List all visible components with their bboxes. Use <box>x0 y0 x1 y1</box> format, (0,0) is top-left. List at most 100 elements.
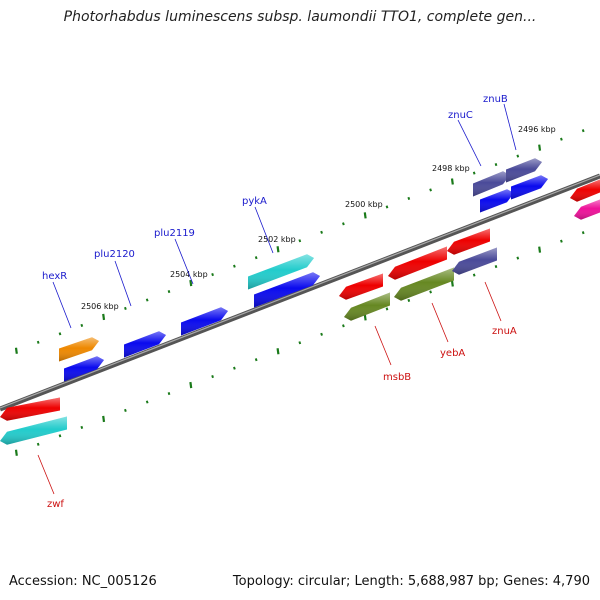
gene-feature-zwf[interactable] <box>0 416 67 445</box>
gene-feature-blue[interactable] <box>480 189 514 213</box>
tick-label-2498: 2498 kbp <box>432 164 470 173</box>
gene-label-plu2119[interactable]: plu2119 <box>154 228 195 239</box>
upper-tick-mark <box>581 129 585 133</box>
gene-feature-pykA[interactable] <box>248 254 314 290</box>
gene-label-znuB[interactable]: znuB <box>483 94 508 105</box>
gene-label-yebA[interactable]: yebA <box>440 348 465 359</box>
upper-tick-track <box>14 129 585 354</box>
gene-feature-red[interactable] <box>388 246 447 280</box>
lower-tick-mark <box>581 231 585 235</box>
gene-feature-blue-shade <box>181 307 228 336</box>
gene-feature-blue-shade <box>511 175 548 200</box>
backbone-line <box>0 173 600 412</box>
lower-tick-mark <box>102 415 106 423</box>
lower-tick-mark <box>254 358 258 362</box>
upper-tick-mark <box>233 264 236 268</box>
leader-line-pykA <box>254 206 274 254</box>
lower-tick-mark <box>560 239 563 243</box>
gene-feature-blue-shade <box>254 272 320 308</box>
gene-feature-pykA-shade <box>248 254 314 290</box>
leader-line-znuC <box>457 119 482 167</box>
lower-tick-mark <box>320 332 323 336</box>
tick-label-2500: 2500 kbp <box>345 200 383 209</box>
lower-tick-mark <box>516 256 520 260</box>
upper-tick-mark <box>254 256 258 260</box>
upper-tick-mark <box>298 239 302 243</box>
leader-line-hexR <box>52 281 72 329</box>
lower-tick-mark <box>124 408 127 413</box>
lower-tick-mark <box>58 434 62 438</box>
gene-feature-blue-shade <box>124 331 166 358</box>
gene-feature-red-shade <box>0 397 60 421</box>
upper-tick-mark <box>58 332 62 336</box>
gene-feature-yebA-shade <box>394 267 454 301</box>
lower-tick-track <box>14 231 585 456</box>
lower-tick-mark <box>450 280 454 287</box>
gene-feature-msbB[interactable] <box>344 292 390 321</box>
upper-tick-mark <box>145 298 149 302</box>
gene-feature-red[interactable] <box>0 397 60 421</box>
lower-tick-mark <box>538 246 542 253</box>
leader-line-zwf <box>37 454 55 495</box>
gene-features[interactable] <box>0 158 600 445</box>
gene-feature-hexR[interactable] <box>59 337 99 362</box>
gene-feature-blue[interactable] <box>124 331 166 358</box>
leader-line-plu2119 <box>174 238 194 285</box>
gene-feature-yebA[interactable] <box>394 267 454 301</box>
gene-feature-magenta[interactable] <box>574 199 600 220</box>
gene-feature-red-shade <box>447 228 490 255</box>
gene-label-zwf[interactable]: zwf <box>47 499 64 510</box>
gene-feature-blue[interactable] <box>511 175 548 200</box>
gene-feature-blue[interactable] <box>181 307 228 336</box>
lower-tick-mark <box>342 324 345 328</box>
upper-tick-mark <box>14 347 18 354</box>
gene-label-pykA[interactable]: pykA <box>242 196 267 207</box>
gene-label-msbB[interactable]: msbB <box>383 372 411 383</box>
upper-tick-mark <box>102 313 106 321</box>
gene-feature-magenta-shade <box>574 199 600 220</box>
leader-line-plu2120 <box>114 260 132 307</box>
upper-tick-mark <box>450 178 454 185</box>
gene-feature-red[interactable] <box>447 228 490 255</box>
leader-line-znuB <box>503 103 517 151</box>
upper-tick-mark <box>407 196 411 200</box>
gene-label-plu2120[interactable]: plu2120 <box>94 249 135 260</box>
tick-label-2506: 2506 kbp <box>81 302 119 311</box>
gene-feature-blue[interactable] <box>64 356 104 382</box>
lower-tick-mark <box>385 307 389 311</box>
lower-tick-mark <box>189 381 193 389</box>
gene-feature-red-shade <box>339 273 383 300</box>
gene-label-znuA[interactable]: znuA <box>492 326 517 337</box>
upper-tick-mark <box>320 230 323 234</box>
gene-feature-znuB[interactable] <box>506 158 542 183</box>
lower-tick-mark <box>494 265 498 269</box>
upper-tick-mark <box>124 306 127 311</box>
gene-feature-red[interactable] <box>339 273 383 300</box>
gene-feature-znuA[interactable] <box>452 247 497 275</box>
lower-tick-mark <box>14 449 18 456</box>
gene-feature-red-shade <box>570 179 600 202</box>
reverse-labels: znuA yebA msbB zwf <box>37 281 517 510</box>
upper-tick-mark <box>560 137 563 141</box>
gene-feature-blue[interactable] <box>254 272 320 308</box>
accession-text: Accession: NC_005126 <box>9 574 157 589</box>
gene-feature-znuC[interactable] <box>473 171 510 197</box>
gene-feature-hexR-shade <box>59 337 99 362</box>
gene-feature-blue-shade <box>64 356 104 382</box>
lower-tick-mark <box>145 400 149 404</box>
lower-tick-mark <box>211 375 214 379</box>
lower-tick-mark <box>363 314 367 321</box>
lower-tick-mark <box>429 290 432 294</box>
gene-feature-zwf-shade <box>0 416 67 445</box>
leader-line-znuA <box>484 281 502 322</box>
gene-feature-red[interactable] <box>570 179 600 202</box>
upper-tick-mark <box>276 246 280 253</box>
lower-tick-mark <box>472 273 476 277</box>
gene-label-znuC[interactable]: znuC <box>448 110 473 121</box>
leader-line-yebA <box>431 302 449 343</box>
gene-feature-blue-shade <box>480 189 514 213</box>
gene-label-hexR[interactable]: hexR <box>42 271 67 282</box>
gene-feature-red-shade <box>388 246 447 280</box>
upper-tick-mark <box>363 212 367 219</box>
